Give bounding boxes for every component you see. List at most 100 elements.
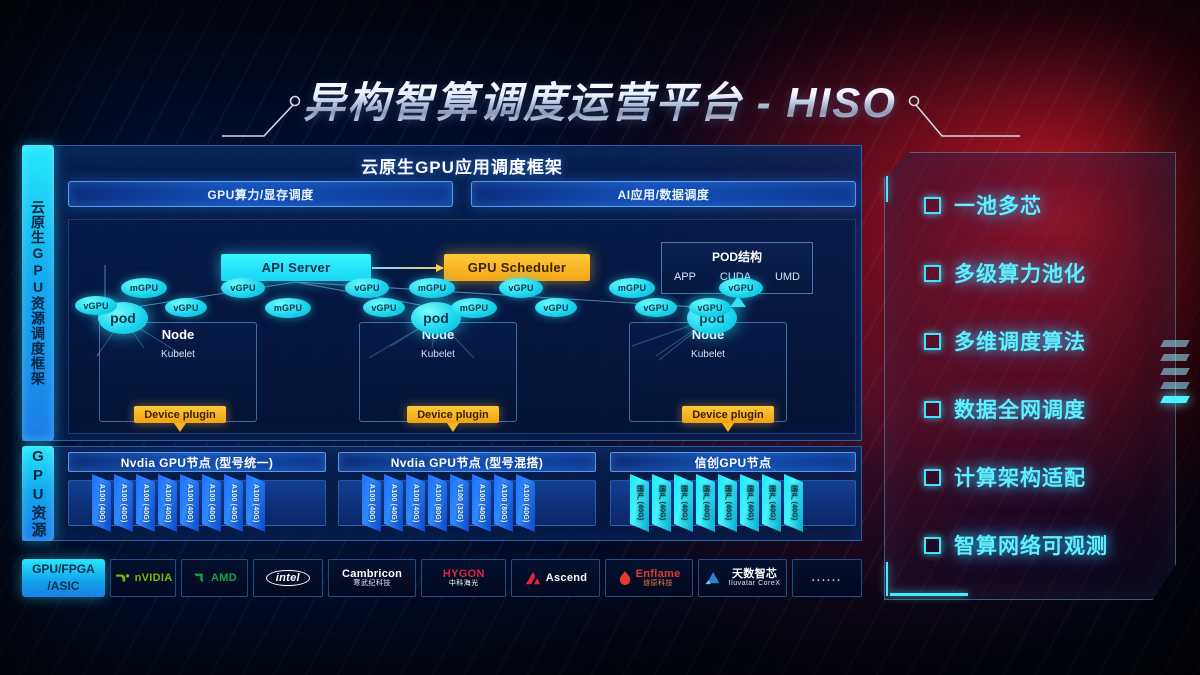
vendor-text: ...... [812,572,842,585]
gpu-card-3-3[interactable]: 国产 (40G) [674,474,693,532]
gpu-bubble-2-1[interactable]: vGPU [345,278,389,298]
decor-bars [1160,340,1190,430]
gpu-bubble-3-2[interactable]: vGPU [635,298,677,317]
vendor-logo-enflame[interactable]: Enflame 燧原科技 [604,559,694,597]
gpu-card-label: A100 (40G) [164,483,171,523]
gpu-card-1-1[interactable]: A100 (40G) [92,474,111,532]
gpu-card-3-8[interactable]: 国产 (40G) [784,474,803,532]
vendor-logo-hygon[interactable]: HYGON 中科海光 [421,559,507,597]
gpu-group-header-3[interactable]: 信创GPU节点 [610,452,856,472]
gpu-group-header-1[interactable]: Nvdia GPU节点 (型号统一) [68,452,326,472]
vendor-logo-ellipsis[interactable]: ...... [791,559,862,597]
gpu-card-3-2[interactable]: 国产 (40G) [652,474,671,532]
gpu-card-label: A100 (40G) [186,483,193,523]
gpu-card-1-8[interactable]: A100 (40G) [246,474,265,532]
topbar-ai-data[interactable]: AI应用/数据调度 [471,181,856,207]
gpu-card-2-6[interactable]: A100 (40G) [472,474,491,532]
checkbox-square-icon [924,332,941,350]
vendor-logo-intel[interactable]: intel [252,559,323,597]
gpu-card-3-7[interactable]: 国产 (40G) [762,474,781,532]
gpu-card-row-1: A100 (40G) A100 (40G) A100 (40G) A100 (40G)… [92,474,265,532]
feature-item-3[interactable]: 多维调度算法 [924,326,1086,356]
gpu-card-label: A100 (80G) [434,483,441,523]
gpu-card-1-5[interactable]: A100 (40G) [180,474,199,532]
gpu-card-1-2[interactable]: A100 (40G) [114,474,133,532]
vendor-logo-cambricon[interactable]: Cambricon 寒武纪科技 [327,559,417,597]
side-tab-cloud-native: 云原生GPU资源调度框架 [22,145,54,441]
checkbox-square-icon [924,400,941,418]
feature-item-6[interactable]: 智算网络可观测 [924,530,1108,560]
nvidia-logo [114,572,131,584]
side-tab-gpu-resource: GPU资源 [22,446,54,541]
vendor-subtitle: Iluvatar CoreX [728,580,781,588]
device-plugin-arrow-2 [447,423,459,432]
gpu-bubble-1-4[interactable]: vGPU [221,278,265,298]
gpu-card-2-5[interactable]: V100 (32G) [450,474,469,532]
kubelet-label-3: Kubelet [691,349,725,360]
section-title: 云原生GPU应用调度框架 [361,158,563,177]
gpu-card-2-8[interactable]: A100 (40G) [516,474,535,532]
gpu-card-3-6[interactable]: 国产 (40G) [740,474,759,532]
gpu-scheduler-box[interactable]: GPU Scheduler [444,254,590,281]
feature-item-5[interactable]: 计算架构适配 [924,462,1086,492]
gpu-group-header-2[interactable]: Nvdia GPU节点 (型号混搭) [338,452,596,472]
gpu-bubble-3-3[interactable]: vGPU [689,298,731,317]
vendor-logo-amd[interactable]: AMD [181,559,248,597]
vendor-name: Ascend [545,571,588,584]
api-server-box[interactable]: API Server [221,254,371,281]
gpu-resource-inner: Nvdia GPU节点 (型号统一) Nvdia GPU节点 (型号混搭) 信创… [62,446,858,541]
gpu-bubble-1-1[interactable]: vGPU [75,296,117,315]
vendor-category-line2: /ASIC [47,579,80,593]
pod-structure-arrow [730,296,746,307]
gpu-card-1-3[interactable]: A100 (40G) [136,474,155,532]
gpu-bubble-2-3[interactable]: mGPU [409,278,455,298]
gpu-card-label: 国产 (40G) [636,485,644,521]
vendor-text: AMD [211,572,237,585]
gpu-card-label: A100 (40G) [208,483,215,523]
feature-item-4[interactable]: 数据全网调度 [924,394,1086,424]
gpu-bubble-3-1[interactable]: mGPU [609,278,655,298]
device-plugin-2[interactable]: Device plugin [407,406,499,423]
vendor-logo-row: GPU/FPGA /ASIC nVIDIA AMD intel Cambricon 寒武… [22,559,862,597]
gpu-card-3-1[interactable]: 国产 (40G) [630,474,649,532]
feature-label: 智算网络可观测 [954,535,1108,558]
pod-layer-umd: UMD [774,271,801,283]
feature-item-1[interactable]: 一池多芯 [924,190,1042,220]
feature-label: 多维调度算法 [954,331,1086,354]
gpu-bubble-2-2[interactable]: vGPU [363,298,405,317]
gpu-bubble-3-4[interactable]: vGPU [719,278,763,298]
gpu-bubble-2-4[interactable]: mGPU [451,298,497,318]
gpu-card-2-1[interactable]: A100 (40G) [362,474,381,532]
vendor-logo-iluvatar[interactable]: 天数智芯 Iluvatar CoreX [698,559,787,597]
gpu-card-2-3[interactable]: A100 (40G) [406,474,425,532]
gpu-card-3-5[interactable]: 国产 (40G) [718,474,737,532]
kubelet-label-1: Kubelet [161,349,195,360]
corner-accent-bl [890,593,968,596]
vendor-text: Cambricon 寒武纪科技 [342,568,402,589]
feature-item-2[interactable]: 多级算力池化 [924,258,1086,288]
gpu-bubble-1-3[interactable]: vGPU [165,298,207,317]
gpu-card-1-7[interactable]: A100 (40G) [224,474,243,532]
gpu-card-3-4[interactable]: 国产 (40G) [696,474,715,532]
gpu-bubble-1-2[interactable]: mGPU [121,278,167,298]
feature-panel: 一池多芯多级算力池化多维调度算法数据全网调度 计算架构适配智算网络可观测 [884,152,1190,600]
gpu-card-1-4[interactable]: A100 (40G) [158,474,177,532]
gpu-card-2-7[interactable]: A100 (80G) [494,474,513,532]
gpu-bubble-2-5[interactable]: vGPU [499,278,543,298]
gpu-card-1-6[interactable]: A100 (40G) [202,474,221,532]
gpu-card-label: 国产 (40G) [680,485,688,521]
feature-panel-frame [884,152,1176,600]
vendor-name: 天数智芯 [731,567,778,580]
topbar-gpu-compute[interactable]: GPU算力/显存调度 [68,181,453,207]
gpu-bubble-1-5[interactable]: mGPU [265,298,311,318]
cloud-native-inner: 云原生GPU应用调度框架 GPU算力/显存调度 AI应用/数据调度 API Se… [62,145,858,441]
gpu-bubble-2-6[interactable]: vGPU [535,298,577,317]
vendor-logo-ascend[interactable]: Ascend [511,559,600,597]
device-plugin-3[interactable]: Device plugin [682,406,774,423]
device-plugin-1[interactable]: Device plugin [134,406,226,423]
gpu-card-2-4[interactable]: A100 (80G) [428,474,447,532]
vendor-logo-nvidia[interactable]: nVIDIA [109,559,177,597]
title-right-decoration [900,92,1020,142]
pod-structure-title: POD结构 [711,250,762,264]
gpu-card-2-2[interactable]: A100 (40G) [384,474,403,532]
